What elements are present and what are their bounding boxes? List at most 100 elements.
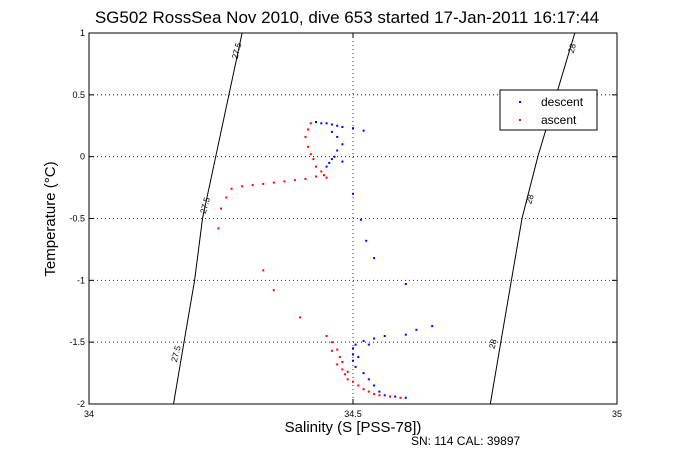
y-tick-label: -2: [77, 399, 85, 409]
density-contour-label: 28: [524, 193, 536, 205]
ascent-point: [357, 384, 360, 387]
descent-point: [330, 123, 333, 126]
descent-point: [325, 122, 328, 125]
ascent-point: [309, 122, 312, 125]
x-axis-label: Salinity (S [PSS-78]): [285, 419, 422, 436]
ascent-point: [325, 176, 328, 179]
legend-marker-descent: [519, 101, 521, 103]
descent-point: [404, 396, 407, 399]
ascent-point: [336, 348, 339, 351]
ascent-point: [230, 187, 233, 190]
descent-point: [394, 395, 397, 398]
descent-point: [365, 239, 368, 242]
descent-point: [354, 343, 357, 346]
ascent-point: [251, 184, 254, 187]
descent-point: [341, 126, 344, 128]
legend-marker-ascent: [519, 119, 521, 121]
legend: descent ascent: [499, 89, 598, 131]
descent-point: [336, 135, 339, 138]
descent-point: [341, 160, 344, 163]
descent-point: [373, 337, 376, 340]
serial-calibration-note: SN: 114 CAL: 39897: [411, 434, 521, 448]
ascent-point: [336, 363, 339, 366]
descent-point: [352, 192, 354, 195]
ascent-point: [293, 179, 296, 182]
descent-point: [357, 356, 360, 358]
ascent-point: [315, 165, 317, 168]
density-contour-line: [173, 32, 243, 405]
ascent-point: [341, 368, 344, 371]
descent-point: [362, 372, 365, 375]
ascent-point: [283, 180, 286, 183]
descent-point: [325, 165, 328, 168]
descent-point: [336, 124, 339, 127]
descent-point: [352, 127, 354, 130]
ascent-point: [352, 380, 354, 383]
ascent-point: [330, 349, 333, 352]
descent-point: [378, 390, 381, 393]
ascent-point: [225, 196, 228, 199]
descent-point: [336, 149, 339, 152]
density-contour-label: 28: [487, 338, 499, 350]
y-tick-label: -1: [77, 275, 85, 285]
ascent-point: [307, 145, 310, 148]
descent-point: [362, 339, 365, 342]
ascent-point: [272, 181, 275, 184]
descent-point: [352, 347, 354, 350]
legend-label-descent: descent: [541, 95, 584, 109]
legend-label-ascent: ascent: [541, 113, 577, 127]
descent-point: [354, 365, 357, 368]
ascent-point: [262, 182, 265, 185]
data-points: [217, 121, 434, 399]
ascent-point: [299, 316, 302, 319]
ascent-point: [330, 341, 333, 344]
ascent-point: [320, 170, 323, 173]
ascent-point: [373, 393, 376, 396]
descent-point: [404, 333, 407, 336]
density-contour-label: 27.5: [169, 344, 183, 363]
y-tick-label: 0.5: [72, 90, 85, 100]
descent-point: [373, 384, 376, 387]
ascent-point: [346, 378, 349, 381]
descent-point: [415, 328, 418, 331]
ascent-point: [378, 394, 381, 397]
descent-point: [367, 378, 370, 381]
ascent-point: [241, 185, 244, 188]
ascent-point: [315, 175, 317, 178]
ascent-point: [389, 395, 391, 398]
ascent-point: [272, 289, 275, 292]
ascent-point: [312, 158, 315, 161]
descent-point: [352, 359, 354, 362]
chart-title: SG502 RossSea Nov 2010, dive 653 started…: [95, 8, 599, 27]
descent-point: [359, 218, 362, 221]
descent-point: [328, 161, 331, 164]
ascent-point: [338, 356, 341, 358]
y-tick-label: -1.5: [69, 337, 85, 347]
descent-point: [404, 283, 407, 285]
grid-lines: [89, 33, 617, 404]
descent-point: [362, 129, 365, 132]
descent-point: [341, 143, 344, 146]
ascent-point: [362, 388, 365, 391]
x-tick-label: 34.5: [344, 409, 362, 419]
descent-point: [330, 130, 333, 133]
descent-point: [373, 257, 376, 260]
x-tick-label: 35: [612, 409, 622, 419]
y-axis-label: Temperature (°C): [42, 161, 59, 276]
descent-point: [330, 158, 333, 161]
ascent-point: [367, 390, 370, 393]
density-contours: 27.5 27.5 27.5 28 28 28: [169, 32, 578, 405]
ascent-point: [304, 135, 307, 138]
ascent-point: [309, 153, 312, 156]
descent-point: [383, 394, 386, 397]
descent-point: [383, 335, 386, 337]
y-tick-label: -0.5: [69, 214, 85, 224]
descent-point: [431, 325, 434, 328]
x-tick-label: 34: [84, 409, 94, 419]
ascent-point: [341, 361, 344, 363]
descent-point: [333, 155, 336, 158]
descent-point: [315, 121, 317, 123]
ascent-point: [399, 396, 402, 399]
ascent-point: [323, 174, 325, 177]
density-contour-label: 28: [566, 42, 578, 54]
